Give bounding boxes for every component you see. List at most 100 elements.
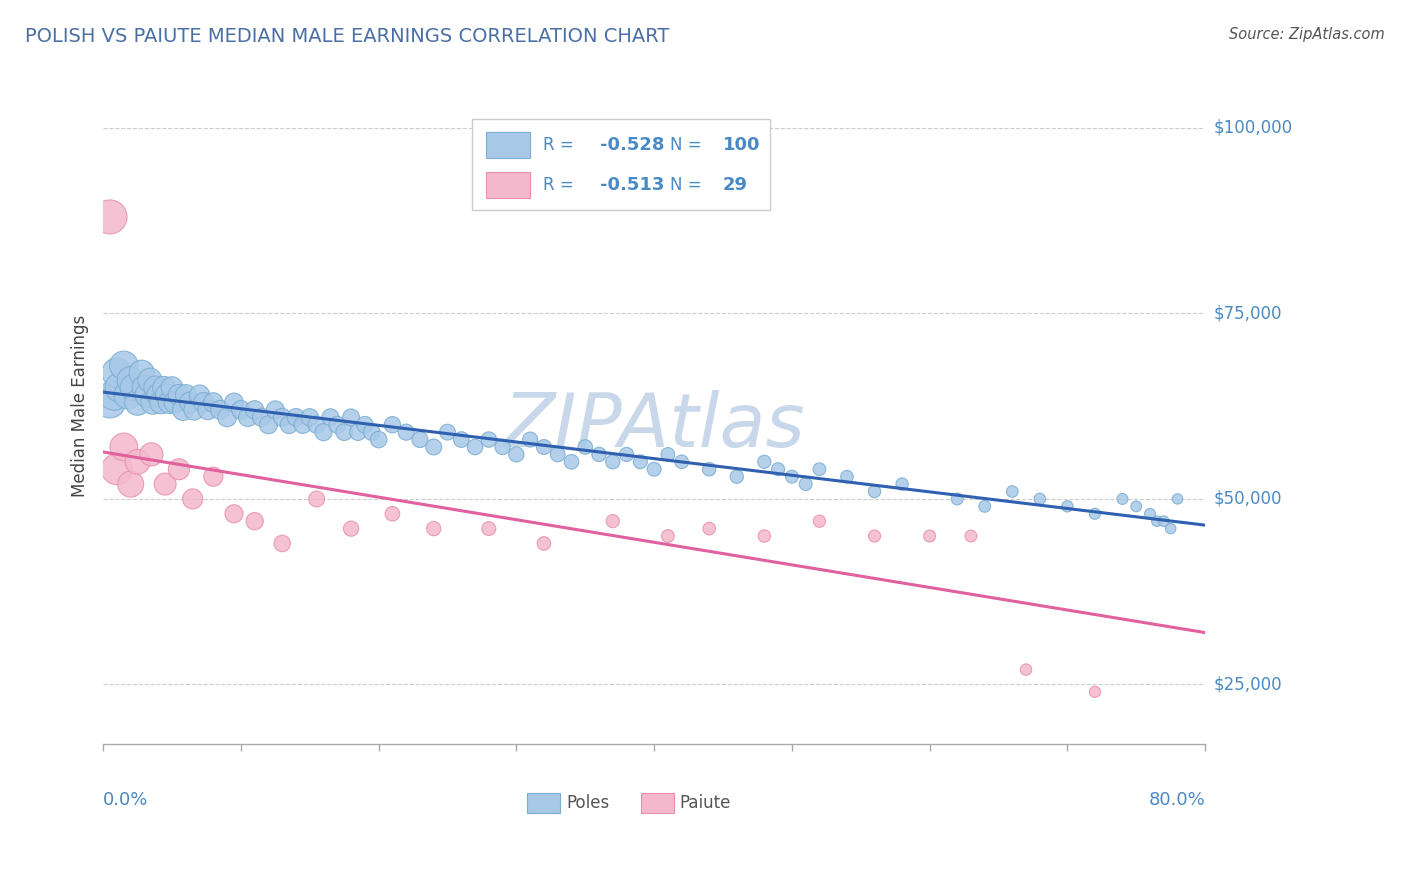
Point <box>450 433 472 447</box>
Point <box>98 395 121 409</box>
Point <box>602 514 624 528</box>
Point <box>131 366 153 380</box>
Point <box>163 395 186 409</box>
Point <box>257 417 280 432</box>
Point <box>148 388 170 402</box>
Point <box>1015 663 1038 677</box>
Point <box>264 403 287 417</box>
Point <box>197 403 219 417</box>
Point <box>360 425 382 439</box>
Text: ZIPAtlas: ZIPAtlas <box>503 391 806 462</box>
Point <box>588 447 610 461</box>
Point <box>505 447 527 461</box>
Point <box>145 381 167 395</box>
Point <box>152 381 174 395</box>
Point <box>918 529 941 543</box>
Point <box>697 522 720 536</box>
Text: 29: 29 <box>723 176 748 194</box>
Text: N =: N = <box>669 136 706 153</box>
Point <box>188 388 211 402</box>
Point <box>271 410 294 425</box>
Text: Poles: Poles <box>567 794 609 813</box>
Point <box>671 455 693 469</box>
Point <box>120 373 142 387</box>
Point <box>193 395 215 409</box>
Point <box>560 455 582 469</box>
Point <box>202 469 225 483</box>
Point <box>105 462 128 476</box>
Point <box>174 388 197 402</box>
Point <box>179 395 201 409</box>
Point <box>574 440 596 454</box>
Point <box>1139 507 1161 521</box>
Point <box>422 522 444 536</box>
Point <box>697 462 720 476</box>
Point <box>616 447 638 461</box>
Point <box>347 425 370 439</box>
Point <box>157 395 180 409</box>
Point <box>478 433 501 447</box>
Point <box>1153 514 1175 528</box>
Point <box>222 507 245 521</box>
Point <box>183 403 205 417</box>
Point <box>1084 507 1107 521</box>
Point <box>808 462 831 476</box>
Point <box>794 477 817 491</box>
Point <box>217 410 239 425</box>
Point <box>960 529 983 543</box>
Point <box>172 403 194 417</box>
Point <box>139 373 162 387</box>
Bar <box>485 132 530 158</box>
Point <box>547 447 569 461</box>
Point <box>236 410 259 425</box>
Point <box>243 514 266 528</box>
Point <box>181 491 204 506</box>
Point <box>305 417 328 432</box>
Text: $75,000: $75,000 <box>1213 304 1282 322</box>
Point <box>141 447 163 461</box>
Point <box>1084 685 1107 699</box>
Point <box>725 469 748 483</box>
Point <box>222 395 245 409</box>
Point <box>519 433 541 447</box>
Bar <box>641 793 673 814</box>
Text: -0.528: -0.528 <box>600 136 665 153</box>
Point <box>319 410 342 425</box>
Point <box>754 455 776 469</box>
Point <box>98 210 121 224</box>
Point <box>271 536 294 550</box>
Point <box>628 455 651 469</box>
FancyBboxPatch shape <box>472 120 770 211</box>
Text: R =: R = <box>543 176 579 194</box>
Point <box>134 381 156 395</box>
Point <box>142 395 165 409</box>
Text: -0.513: -0.513 <box>600 176 665 194</box>
Point <box>120 477 142 491</box>
Point <box>291 417 314 432</box>
Point <box>278 417 301 432</box>
Point <box>136 388 159 402</box>
Point <box>326 417 349 432</box>
Text: 100: 100 <box>723 136 761 153</box>
Point <box>381 507 404 521</box>
Point <box>1056 500 1078 514</box>
Point <box>1111 491 1133 506</box>
Bar <box>485 172 530 198</box>
Point <box>117 388 139 402</box>
Point <box>422 440 444 454</box>
Point <box>1029 491 1052 506</box>
Text: 0.0%: 0.0% <box>103 791 149 809</box>
Point <box>149 395 172 409</box>
Y-axis label: Median Male Earnings: Median Male Earnings <box>72 315 89 498</box>
Point <box>1167 491 1189 506</box>
Point <box>167 388 190 402</box>
Point <box>112 359 135 373</box>
Point <box>657 529 679 543</box>
Point <box>105 366 128 380</box>
Point <box>602 455 624 469</box>
Point <box>340 410 363 425</box>
Point <box>891 477 914 491</box>
Point <box>381 417 404 432</box>
Point <box>657 447 679 461</box>
Bar <box>527 793 561 814</box>
